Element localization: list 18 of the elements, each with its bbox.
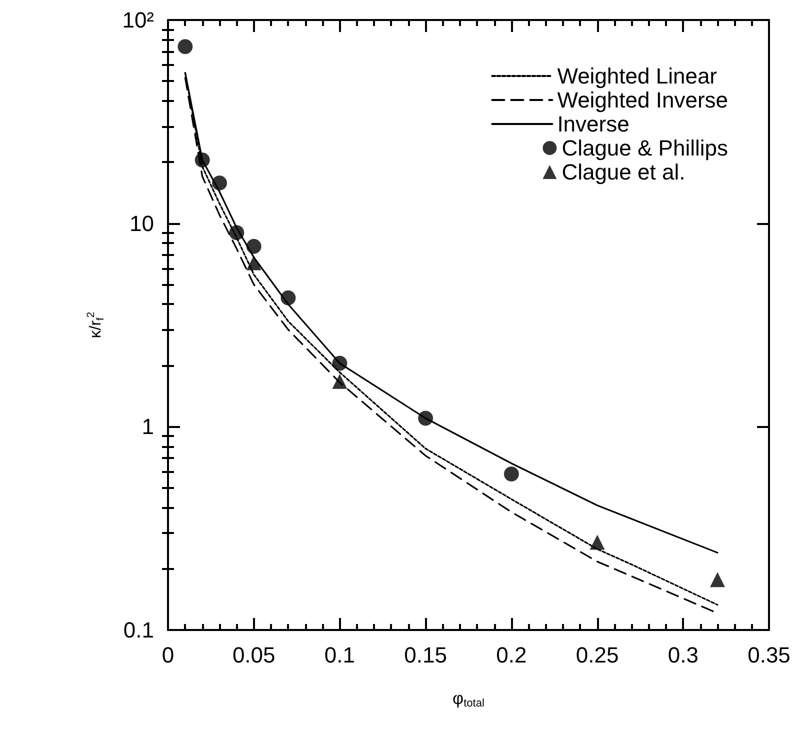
- legend-label: Weighted Inverse: [557, 88, 728, 112]
- y-tick-label: 0.1: [123, 618, 154, 642]
- x-tick-label: 0.35: [748, 642, 790, 668]
- y-tick-label: 10²: [122, 8, 154, 32]
- y-tick-label: 1: [142, 414, 154, 440]
- x-tick-label: 0.2: [496, 642, 527, 668]
- x-tick-label: 0.15: [404, 642, 447, 668]
- legend-label: Weighted Linear: [557, 64, 718, 88]
- x-tick-label: 0.3: [668, 642, 698, 668]
- legend-label: Clague & Phillips: [562, 136, 728, 160]
- y-tick-label: 10: [130, 210, 154, 236]
- legend-label: Inverse: [557, 112, 630, 136]
- x-tick-label: 0.05: [232, 642, 276, 668]
- x-tick-label: 0.1: [324, 642, 356, 668]
- x-tick-label: 0: [162, 642, 174, 668]
- legend-label: Clague et al.: [562, 160, 686, 184]
- x-tick-label: 0.25: [576, 642, 619, 668]
- y-axis-title: κ/rf2: [86, 312, 106, 338]
